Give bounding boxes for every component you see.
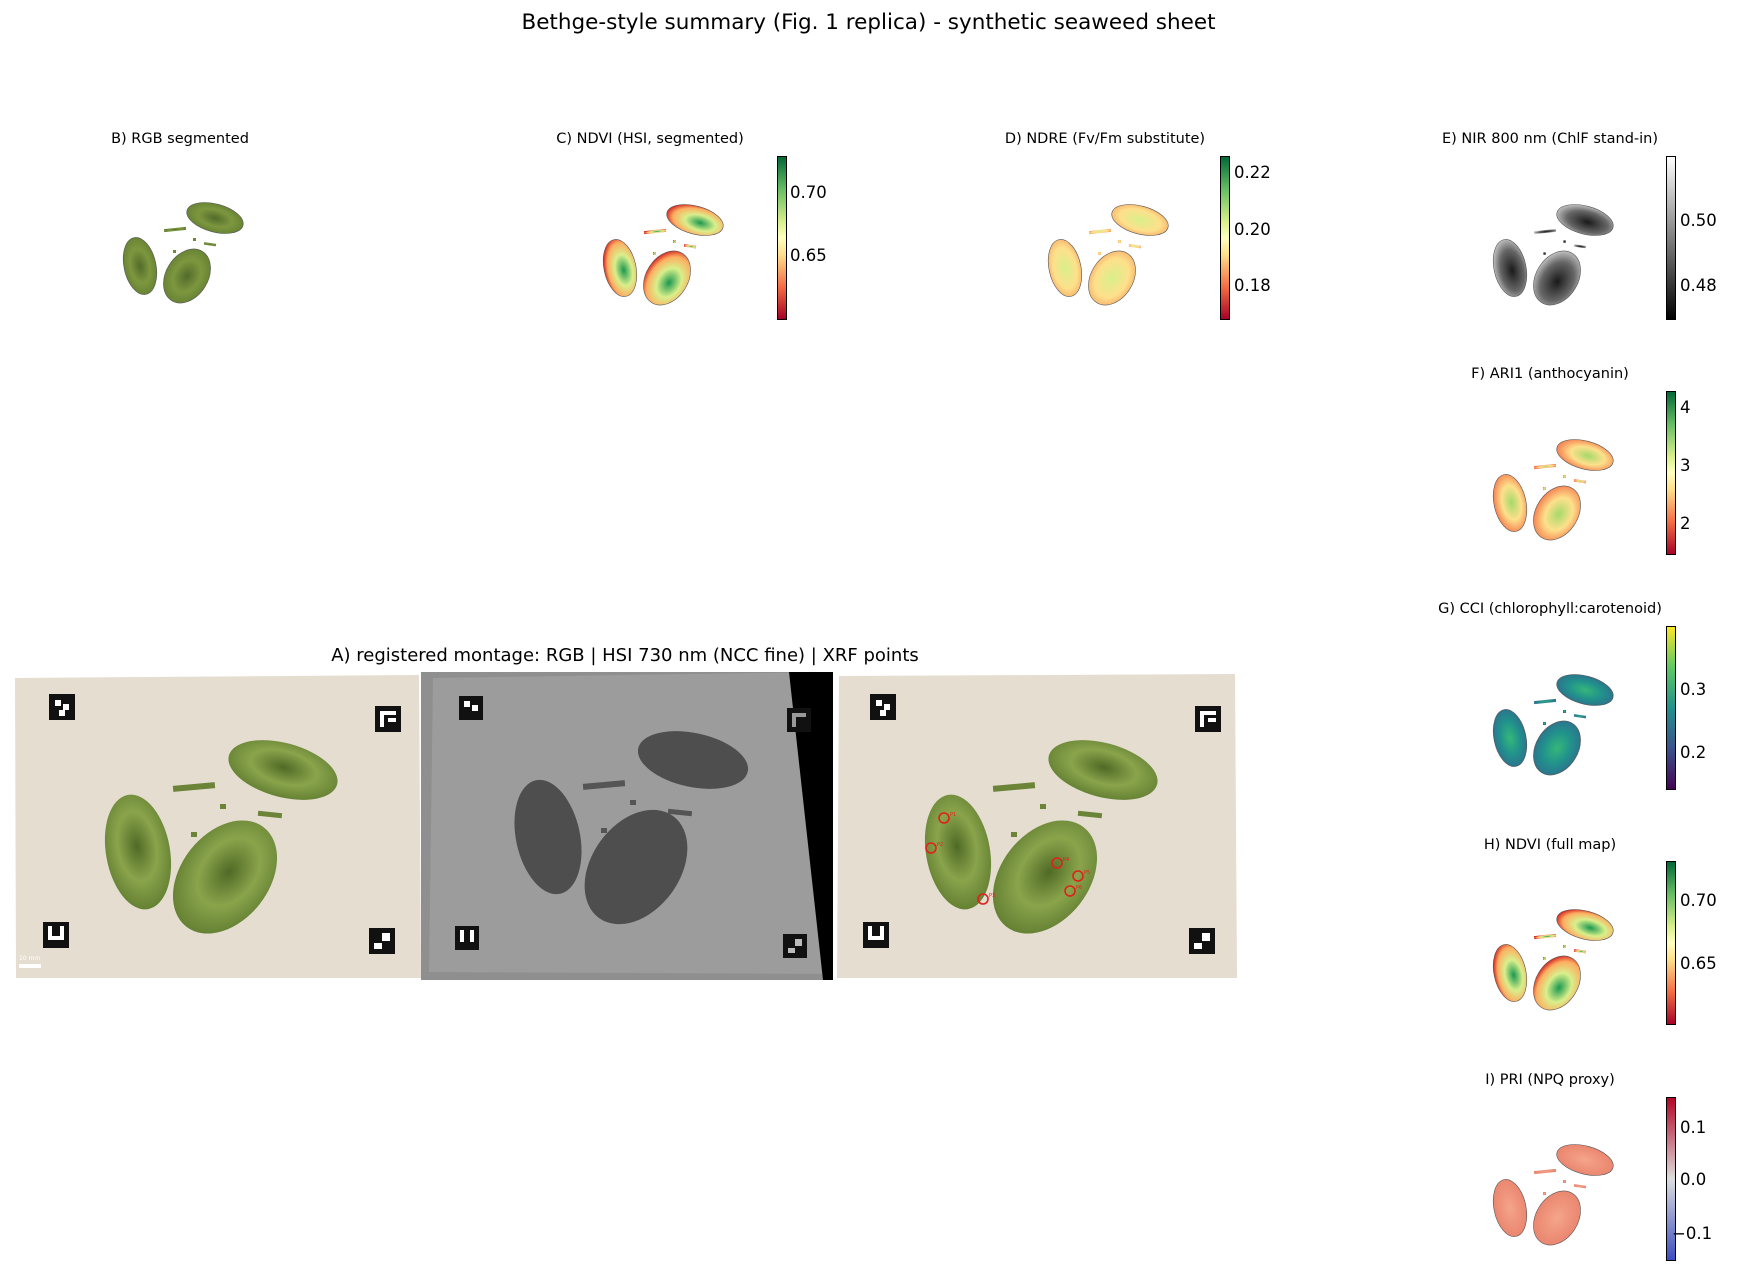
panel-h-title: H) NDVI (full map) [1483, 837, 1617, 853]
xrf-point-label: P2 [937, 842, 943, 848]
panel-h-colorbar [1666, 861, 1676, 1025]
panel-c-tick-label: 0.65 [790, 246, 827, 265]
registered-montage: 10 mm [13, 672, 1238, 980]
panel-d-colorbar [1220, 156, 1230, 320]
fiducial-marker [787, 708, 811, 732]
panel-c-ndvi-image [600, 198, 728, 310]
fiducial-marker [455, 926, 479, 950]
figure-title: Bethge-style summary (Fig. 1 replica) - … [521, 10, 1216, 35]
fiducial-marker [1189, 928, 1215, 954]
panel-h-ndvi-full-image [1490, 903, 1618, 1015]
panel-i-colorbar [1666, 1097, 1676, 1261]
panel-c-colorbar [777, 156, 787, 320]
panel-g-tick-label: 0.3 [1680, 680, 1707, 699]
panel-g-title: G) CCI (chlorophyll:carotenoid) [1438, 601, 1662, 617]
panel-c-title: C) NDVI (HSI, segmented) [556, 131, 744, 147]
xrf-point-marker [1051, 857, 1063, 869]
panel-i-tick-label: 0.0 [1680, 1170, 1707, 1189]
xrf-point-label: P5 [1084, 870, 1090, 876]
panel-g-cci-image [1490, 668, 1618, 780]
panel-h-tick-label: 0.65 [1680, 954, 1717, 973]
scale-bar-label: 10 mm [19, 955, 40, 962]
panel-h-tick-label: 0.70 [1680, 891, 1717, 910]
montage-xrf-tile: P1 P2 P3 P4 P5 P6 [833, 672, 1238, 980]
panel-d-tick-label: 0.18 [1234, 276, 1271, 295]
panel-i-title: I) PRI (NPQ proxy) [1485, 1072, 1615, 1088]
montage-hsi-tile [421, 672, 833, 980]
fiducial-marker [369, 928, 395, 954]
panel-i-tick-label: −0.1 [1672, 1224, 1713, 1243]
montage-rgb-tile: 10 mm [13, 672, 421, 980]
panel-d-ndre-image [1045, 198, 1173, 310]
fiducial-marker [459, 696, 483, 720]
panel-d-tick-label: 0.22 [1234, 163, 1271, 182]
fiducial-marker [375, 706, 401, 732]
panel-e-tick-label: 0.48 [1680, 276, 1717, 295]
panel-f-title: F) ARI1 (anthocyanin) [1471, 366, 1629, 382]
xrf-point-label: P6 [1076, 885, 1082, 891]
panel-i-pri-image [1490, 1138, 1618, 1250]
panel-f-tick-label: 2 [1680, 514, 1691, 533]
panel-e-title: E) NIR 800 nm (ChlF stand-in) [1441, 131, 1659, 147]
fiducial-marker [49, 694, 75, 720]
fiducial-marker [1195, 706, 1221, 732]
panel-d-title: D) NDRE (Fv/Fm substitute) [1004, 131, 1206, 147]
fiducial-marker [863, 922, 889, 948]
panel-b-title: B) RGB segmented [111, 131, 249, 147]
xrf-point-label: P3 [989, 893, 995, 899]
panel-i-tick-label: 0.1 [1680, 1118, 1707, 1137]
scale-bar [19, 964, 41, 968]
panel-e-nir-image [1490, 198, 1618, 310]
panel-e-tick-label: 0.50 [1680, 211, 1717, 230]
xrf-point-label: P1 [950, 812, 956, 818]
panel-f-tick-label: 4 [1680, 398, 1691, 417]
xrf-point-marker [977, 893, 989, 905]
xrf-point-marker [1072, 870, 1084, 882]
panel-f-ari1-image [1490, 433, 1618, 545]
panel-e-colorbar [1666, 156, 1676, 320]
panel-b-rgb-segmented-image [120, 196, 248, 308]
fiducial-marker [870, 694, 896, 720]
panel-c-tick-label: 0.70 [790, 183, 827, 202]
panel-g-tick-label: 0.2 [1680, 743, 1707, 762]
xrf-point-label: P4 [1063, 857, 1069, 863]
xrf-point-marker [1064, 885, 1076, 897]
panel-d-tick-label: 0.20 [1234, 220, 1271, 239]
panel-f-colorbar [1666, 391, 1676, 555]
fiducial-marker [43, 922, 69, 948]
panel-g-colorbar [1666, 626, 1676, 790]
montage-title: A) registered montage: RGB | HSI 730 nm … [331, 645, 919, 666]
fiducial-marker [783, 934, 807, 958]
panel-f-tick-label: 3 [1680, 456, 1691, 475]
xrf-point-marker [938, 812, 950, 824]
xrf-point-marker [925, 842, 937, 854]
